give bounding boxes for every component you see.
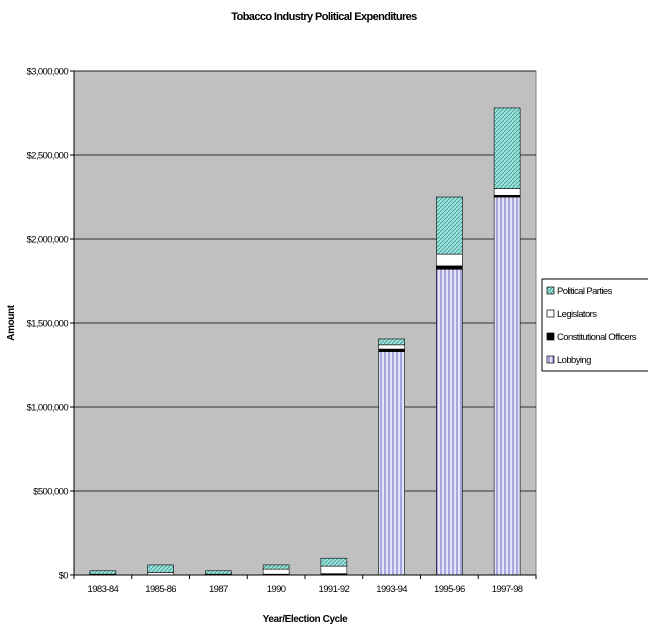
legend-swatch-parties [546,286,555,295]
legend-swatch-lobbying [546,355,555,364]
bar-segment-legislators [320,565,348,574]
bar-segment-lobbying [493,196,521,576]
legend-label-legislators: Legislators [557,309,597,320]
x-axis-label: Year/Election Cycle [263,614,349,625]
legend-label-lobbying: Lobbying [557,355,591,366]
x-tick-label: 1997-98 [492,584,523,595]
y-tick-label: $1,500,000 [26,319,68,330]
legend-label-parties: Political Parties [557,286,613,297]
x-tick-label: 1995-96 [434,584,465,595]
x-tick-label: 1991-92 [319,584,350,595]
legend-label-officers: Constitutional Officers [557,332,637,343]
bar-segment-officers [378,348,405,352]
bars [89,107,521,576]
y-tick-label: $2,500,000 [26,151,68,162]
x-tick-label: 1993-94 [376,584,407,595]
bar-segment-parties [262,564,290,570]
legend-swatch-officers [546,332,555,341]
y-tick-label: $0 [59,571,69,582]
x-tick-label: 1985-86 [145,584,176,595]
bar-segment-parties [205,570,232,575]
x-tick-label: 1983-84 [88,584,119,595]
y-tick-label: $1,000,000 [26,403,68,414]
bar-segment-parties [89,570,117,575]
bar-segment-legislators [262,568,290,575]
bar-segment-parties [147,564,174,573]
bar-segment-parties [378,338,405,346]
bar-segment-legislators [436,253,463,267]
bar-segment-lobbying [378,351,405,576]
legend-box [541,278,648,372]
y-tick-label: $3,000,000 [26,67,68,78]
bar-segment-parties [320,557,348,567]
bar-segment-officers [436,265,463,270]
y-axis-label: Amount [6,304,17,340]
bar-segment-parties [493,107,521,189]
y-axis-ticks: $0 $500,000 $1,000,000 $1,500,000 $2,000,000… [26,67,74,582]
bar-segment-legislators [378,344,405,350]
x-tick-label: 1990 [267,584,286,595]
y-tick-label: $2,000,000 [26,235,68,246]
chart-title: Tobacco Industry Political Expenditures [231,11,417,23]
x-axis-ticks: 1983-84 1985-86 1987 1990 1991-92 1993-94 1995… [73,575,537,595]
bar-segment-parties [436,196,463,255]
bar-segment-lobbying [436,268,463,576]
y-tick-label: $500,000 [33,487,68,498]
x-tick-label: 1987 [209,584,228,595]
legend-swatch-legislators [546,309,555,318]
bar-segment-legislators [493,188,521,196]
legend: Political Parties Legislators Constitution… [541,278,648,372]
